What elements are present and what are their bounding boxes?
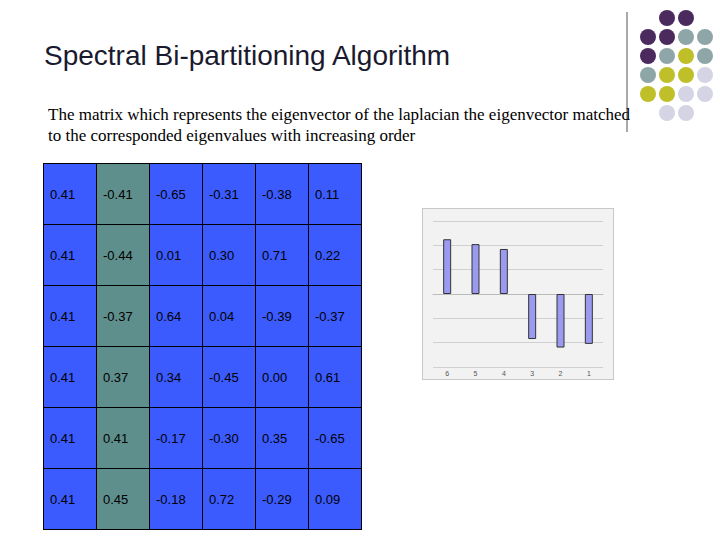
html-text:0.30: 0.30	[209, 247, 235, 263]
svg-text:3: 3	[530, 370, 534, 377]
html-text:0.34: 0.34	[156, 369, 182, 385]
html-text:0.72: 0.72	[209, 491, 235, 507]
html-text:0.61: 0.61	[315, 369, 341, 385]
html-text:-0.31: -0.31	[209, 186, 239, 202]
html-text:0.41: 0.41	[50, 186, 76, 202]
html-text:The matrix which represents th: The matrix which represents the eigenvec…	[48, 105, 630, 145]
html-text:0.01: 0.01	[156, 247, 182, 263]
html-text:0.22: 0.22	[315, 247, 341, 263]
html-text:0.41: 0.41	[50, 247, 76, 263]
html-text:0.41: 0.41	[50, 369, 76, 385]
svg-text:1: 1	[587, 370, 591, 377]
svg-text:2: 2	[559, 370, 563, 377]
html-text:0.45: 0.45	[103, 491, 129, 507]
html-text:Spectral Bi-partitioning Algor: Spectral Bi-partitioning Algorithm	[44, 40, 451, 71]
html-text:0.41: 0.41	[50, 491, 76, 507]
svg-text:4: 4	[502, 370, 506, 377]
html-text:0.71: 0.71	[262, 247, 288, 263]
html-text:-0.17: -0.17	[156, 430, 186, 446]
html-text:0.41: 0.41	[103, 430, 129, 446]
html-text:-0.39: -0.39	[262, 308, 292, 324]
html-text:-0.37: -0.37	[103, 308, 133, 324]
html-text:-0.41: -0.41	[103, 186, 133, 202]
html-text:-0.30: -0.30	[209, 430, 239, 446]
html-text:0.37: 0.37	[103, 369, 129, 385]
html-text:-0.37: -0.37	[315, 308, 345, 324]
html-text:0.00: 0.00	[262, 369, 288, 385]
html-text:-0.65: -0.65	[315, 430, 345, 446]
html-text:0.04: 0.04	[209, 308, 235, 324]
html-text:-0.65: -0.65	[156, 186, 186, 202]
html-text:-0.18: -0.18	[156, 491, 186, 507]
html-text:0.41: 0.41	[50, 430, 76, 446]
svg-text:5: 5	[474, 370, 478, 377]
html-text:-0.38: -0.38	[262, 186, 292, 202]
html-text:-0.44: -0.44	[103, 247, 133, 263]
html-text:0.35: 0.35	[262, 430, 288, 446]
html-text:0.11: 0.11	[315, 186, 340, 202]
html-text:0.41: 0.41	[50, 308, 76, 324]
html-text:-0.45: -0.45	[209, 369, 239, 385]
svg-text:6: 6	[445, 370, 449, 377]
html-text:-0.29: -0.29	[262, 491, 292, 507]
html-text:0.64: 0.64	[156, 308, 182, 324]
html-text:0.09: 0.09	[315, 491, 341, 507]
